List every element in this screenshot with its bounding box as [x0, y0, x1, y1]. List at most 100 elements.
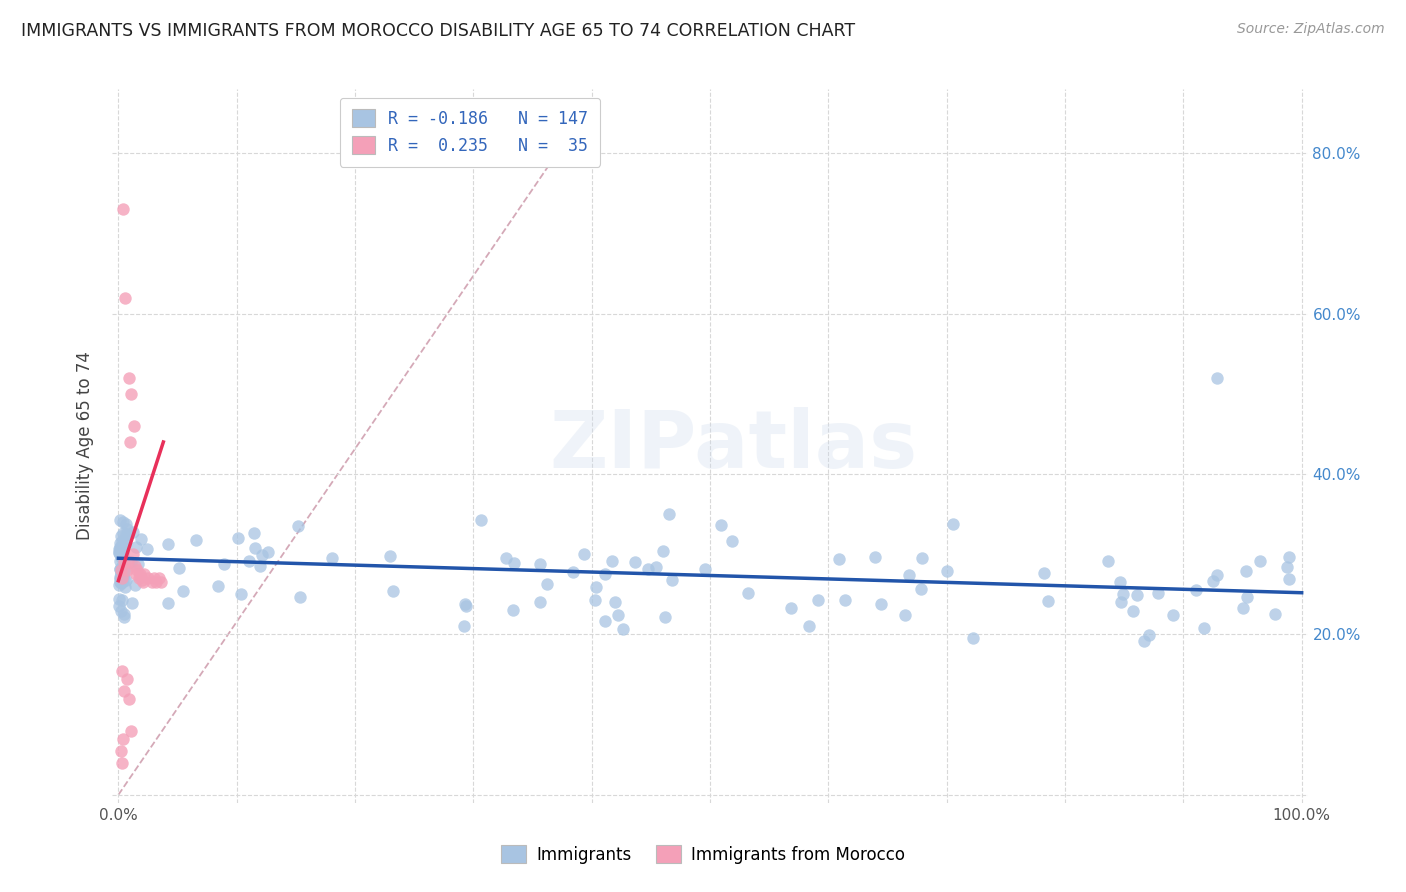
- Point: [797, 619, 820, 633]
- Point: [114, 516, 136, 531]
- Point: [117, 527, 139, 541]
- Point: [737, 586, 759, 600]
- Point: [654, 609, 676, 624]
- Point: [1275, 560, 1298, 574]
- Point: [148, 571, 170, 585]
- Point: [111, 756, 134, 770]
- Point: [110, 744, 132, 758]
- Point: [150, 575, 173, 590]
- Point: [111, 568, 134, 582]
- Point: [212, 558, 235, 572]
- Point: [110, 567, 132, 582]
- Point: [454, 599, 477, 613]
- Point: [110, 576, 132, 591]
- Point: [242, 526, 264, 541]
- Point: [249, 559, 271, 574]
- Point: [1122, 604, 1144, 618]
- Point: [110, 547, 132, 561]
- Point: [1109, 595, 1132, 609]
- Point: [121, 596, 143, 610]
- Point: [167, 560, 190, 574]
- Point: [1147, 586, 1170, 600]
- Point: [529, 594, 551, 608]
- Point: [1184, 582, 1206, 597]
- Point: [112, 545, 135, 559]
- Point: [827, 552, 849, 566]
- Point: [108, 578, 131, 592]
- Point: [136, 571, 159, 585]
- Point: [321, 550, 343, 565]
- Point: [117, 555, 139, 569]
- Text: Source: ZipAtlas.com: Source: ZipAtlas.com: [1237, 22, 1385, 37]
- Point: [111, 592, 134, 607]
- Point: [111, 549, 134, 564]
- Point: [112, 610, 135, 624]
- Point: [114, 572, 136, 586]
- Point: [583, 593, 606, 607]
- Point: [118, 371, 141, 385]
- Point: [110, 563, 132, 577]
- Point: [120, 555, 142, 569]
- Point: [125, 567, 148, 582]
- Point: [603, 595, 626, 609]
- Point: [529, 557, 551, 571]
- Point: [108, 513, 131, 527]
- Point: [108, 546, 131, 560]
- Point: [623, 555, 645, 569]
- Point: [124, 559, 146, 574]
- Point: [120, 723, 142, 738]
- Point: [108, 562, 131, 576]
- Point: [108, 599, 131, 613]
- Point: [1249, 554, 1271, 568]
- Point: [1032, 566, 1054, 580]
- Point: [574, 547, 596, 561]
- Point: [115, 563, 138, 577]
- Point: [115, 672, 138, 686]
- Point: [658, 507, 681, 521]
- Point: [107, 545, 129, 559]
- Point: [121, 524, 143, 539]
- Point: [132, 575, 155, 590]
- Point: [124, 541, 146, 555]
- Point: [127, 557, 149, 571]
- Point: [495, 551, 517, 566]
- Point: [111, 534, 134, 549]
- Point: [607, 608, 630, 623]
- Point: [111, 664, 134, 678]
- Point: [207, 579, 229, 593]
- Text: ZIPatlas: ZIPatlas: [550, 407, 918, 485]
- Point: [108, 572, 131, 586]
- Point: [454, 597, 477, 611]
- Point: [936, 564, 959, 578]
- Point: [231, 587, 253, 601]
- Point: [245, 541, 267, 555]
- Point: [381, 583, 404, 598]
- Point: [172, 583, 194, 598]
- Point: [142, 571, 165, 585]
- Point: [910, 582, 932, 597]
- Point: [111, 569, 134, 583]
- Point: [120, 387, 142, 401]
- Point: [250, 548, 273, 562]
- Point: [107, 541, 129, 556]
- Point: [129, 570, 152, 584]
- Point: [720, 534, 742, 549]
- Point: [111, 559, 134, 574]
- Point: [1278, 572, 1301, 586]
- Point: [780, 601, 803, 615]
- Point: [834, 592, 856, 607]
- Point: [156, 596, 179, 610]
- Point: [128, 571, 150, 585]
- Point: [1133, 634, 1156, 648]
- Point: [145, 575, 167, 590]
- Point: [502, 603, 524, 617]
- Point: [1234, 564, 1257, 578]
- Point: [807, 593, 830, 607]
- Point: [128, 567, 150, 582]
- Point: [110, 541, 132, 556]
- Point: [600, 554, 623, 568]
- Legend: R = -0.186   N = 147, R =  0.235   N =  35: R = -0.186 N = 147, R = 0.235 N = 35: [340, 97, 600, 167]
- Point: [112, 731, 135, 746]
- Point: [661, 573, 683, 587]
- Point: [1232, 601, 1254, 615]
